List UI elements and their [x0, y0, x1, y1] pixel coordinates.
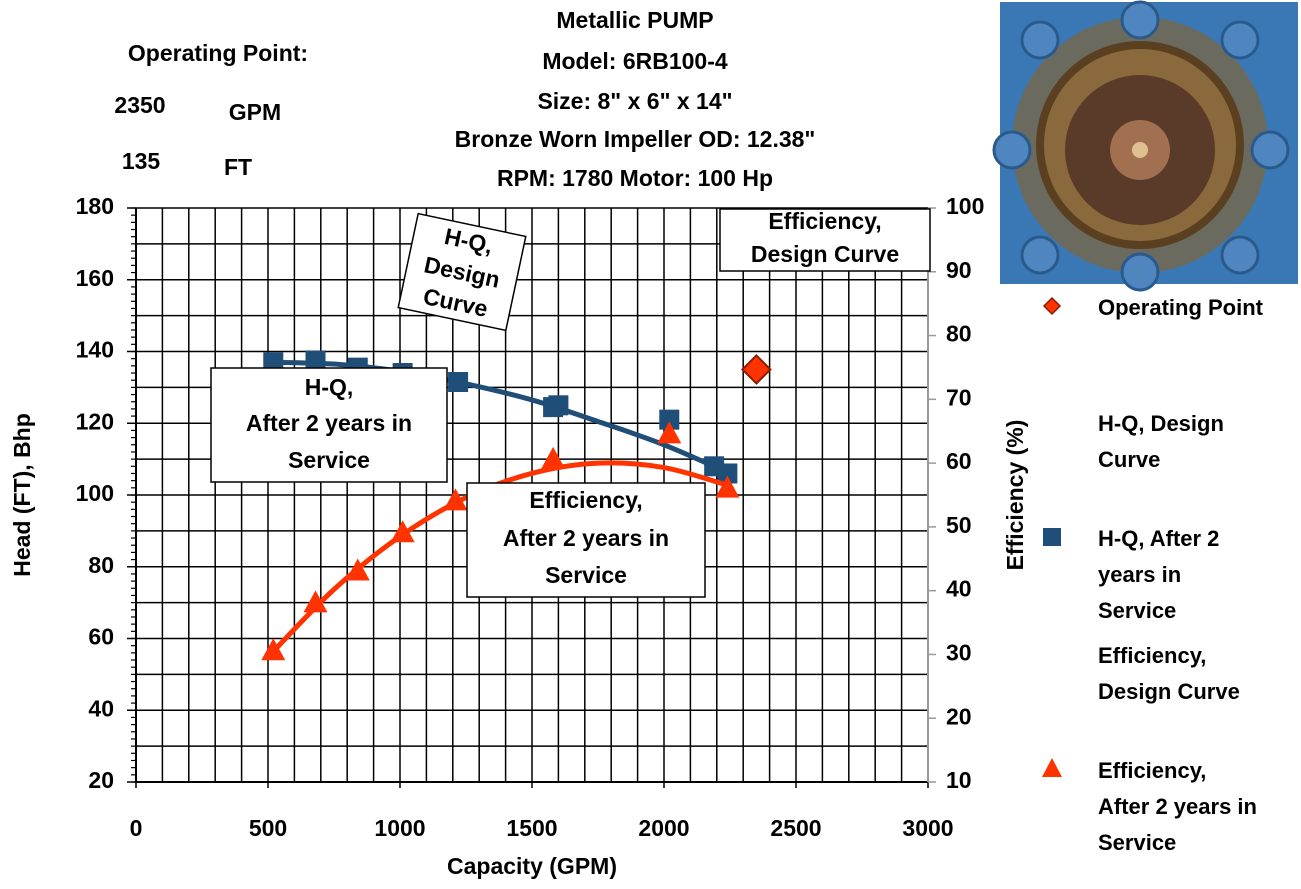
point: [740, 354, 772, 385]
legend-label: Operating Point: [1098, 295, 1263, 320]
annotation-text: After 2 years in: [503, 525, 669, 551]
annotation-text: Efficiency,: [529, 487, 642, 513]
y2-tick-label: 100: [946, 193, 984, 219]
y-tick-label: 40: [88, 695, 114, 721]
x-axis-label: Capacity (GPM): [447, 853, 617, 879]
y2-tick-label: 70: [946, 384, 972, 410]
y-tick-label: 140: [76, 337, 114, 363]
point: [390, 520, 415, 543]
y-tick-label: 20: [88, 767, 114, 793]
op-head-unit: FT: [224, 154, 252, 180]
x-tick-label: 3000: [902, 815, 953, 841]
point: [261, 638, 286, 661]
y2-axis-label: Efficiency (%): [1002, 420, 1028, 571]
y2-tick-label: 10: [946, 767, 972, 793]
y2-tick-label: 60: [946, 448, 972, 474]
x-tick-label: 1000: [374, 815, 425, 841]
y2-tick-label: 30: [946, 640, 972, 666]
annotation-box: [210, 367, 448, 483]
annotation: Efficiency, Design Curve: [719, 208, 931, 272]
y-tick-label: 100: [76, 480, 114, 506]
annotation: Efficiency, After 2 years in Service: [466, 482, 706, 598]
point: [305, 350, 326, 371]
photo-bolt: [1020, 235, 1060, 275]
y2-tick-label: 40: [946, 576, 972, 602]
x-tick-label: 2500: [770, 815, 821, 841]
op-flow: 2350: [114, 92, 165, 118]
y2-tick-label: 80: [946, 321, 972, 347]
x-tick-label: 1500: [506, 815, 557, 841]
point: [715, 475, 740, 498]
point: [303, 590, 328, 613]
y2-tick-label: 90: [946, 257, 972, 283]
photo-bolt: [1020, 20, 1060, 60]
point: [448, 371, 469, 392]
annotation-box: [719, 208, 931, 272]
photo-bolt: [1220, 20, 1260, 60]
legend-marker: [1042, 758, 1062, 777]
point: [548, 395, 569, 416]
x-tick-label: 0: [130, 815, 143, 841]
annotation: H-Q, After 2 years in Service: [210, 367, 448, 483]
y2-tick-label: 20: [946, 703, 972, 729]
photo-eye: [1132, 142, 1148, 158]
annotation-text: After 2 years in: [246, 410, 412, 436]
y-tick-label: 180: [76, 193, 114, 219]
annotation-text: Service: [545, 562, 627, 588]
legend-marker: [1043, 528, 1061, 546]
point: [657, 421, 682, 444]
point: [659, 409, 680, 430]
annotation-box: [397, 212, 527, 332]
op-head: 135: [122, 148, 161, 174]
annotation-text: Service: [288, 447, 370, 473]
legend-marker: [1042, 296, 1062, 316]
y2-tick-label: 50: [946, 512, 972, 538]
point: [443, 488, 468, 511]
y-tick-label: 80: [88, 552, 114, 578]
chart-title: RPM: 1780 Motor: 100 Hp: [497, 165, 773, 191]
legend-label: H-Q, Design Curve: [1098, 411, 1224, 472]
point: [541, 446, 566, 469]
y-tick-label: 60: [88, 624, 114, 650]
legend-label: Efficiency, After 2 years in Service: [1098, 758, 1257, 855]
photo-bolt: [1120, 252, 1160, 292]
photo-bolt: [1250, 130, 1290, 170]
point: [345, 558, 370, 581]
photo-bolt: [1220, 235, 1260, 275]
x-tick-label: 2000: [638, 815, 689, 841]
annotation-text: Design Curve: [751, 241, 899, 267]
photo-bolt: [1120, 0, 1160, 40]
op-label: Operating Point:: [128, 40, 308, 66]
chart-title: Size: 8" x 6" x 14": [537, 88, 732, 114]
op-flow-unit: GPM: [229, 99, 281, 125]
legend-label: H-Q, After 2 years in Service: [1098, 526, 1220, 623]
annotation-box: [466, 482, 706, 598]
photo: [992, 0, 1298, 292]
legend-label: Efficiency, Design Curve: [1098, 643, 1240, 704]
chart-title: Metallic PUMP: [556, 7, 713, 33]
x-tick-label: 500: [249, 815, 287, 841]
y-tick-label: 160: [76, 265, 114, 291]
chart-title: Bronze Worn Impeller OD: 12.38": [455, 126, 816, 152]
photo-bolt: [992, 130, 1032, 170]
y-tick-label: 120: [76, 408, 114, 434]
y-axis-label: Head (FT), Bhp: [9, 413, 35, 577]
chart-title: Model: 6RB100-4: [542, 48, 728, 74]
annotation-text: H-Q,: [305, 374, 354, 400]
annotation-text: Efficiency,: [768, 208, 881, 234]
point: [717, 463, 738, 484]
